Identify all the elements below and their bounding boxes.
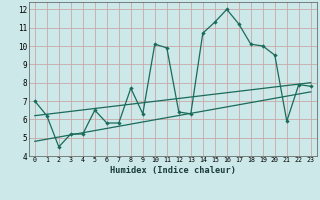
X-axis label: Humidex (Indice chaleur): Humidex (Indice chaleur): [110, 166, 236, 175]
